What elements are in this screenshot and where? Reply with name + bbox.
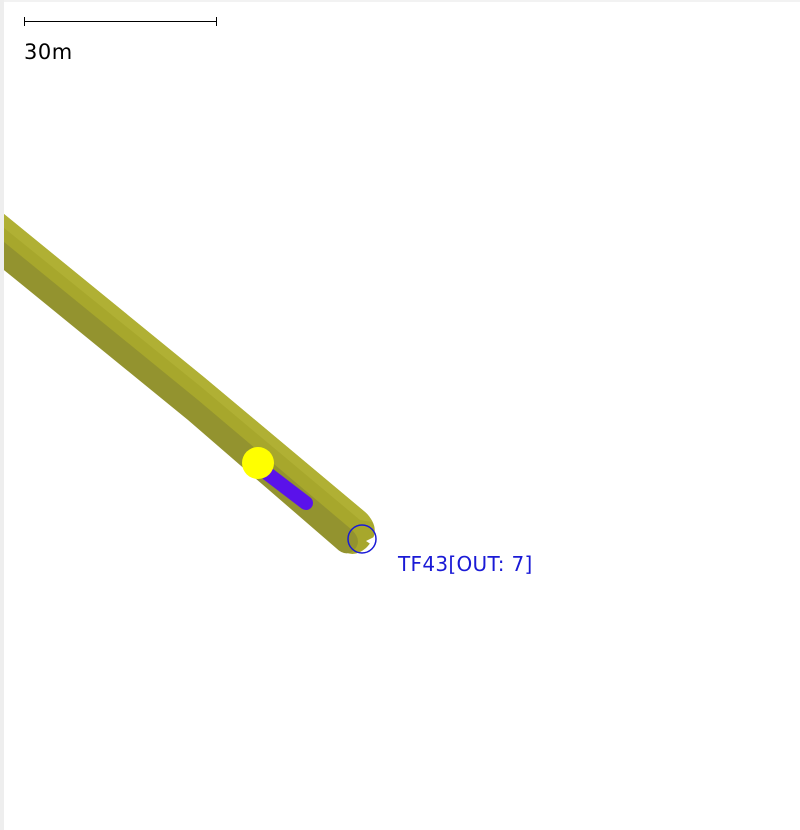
road-edge[interactable] [4,214,375,554]
traffic-light-marker[interactable] [347,524,377,554]
scale-line [24,21,217,22]
scale-bar [24,16,219,28]
vehicle[interactable] [261,467,313,510]
person[interactable] [242,447,274,479]
scale-label: 30m [24,40,73,64]
top-border [0,0,800,2]
road-highlight [4,214,372,522]
traffic-light-label: TF43[OUT: 7] [398,552,533,576]
left-border [0,0,4,830]
scale-tick-right [216,17,217,26]
